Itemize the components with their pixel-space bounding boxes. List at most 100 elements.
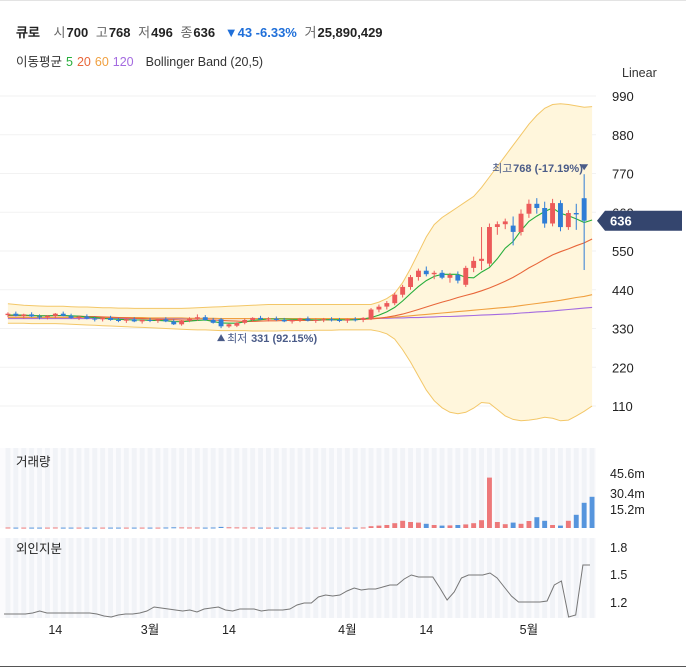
volume-bar bbox=[526, 521, 532, 528]
volume-bar bbox=[5, 527, 11, 529]
candle-body bbox=[518, 213, 524, 232]
volume-slot bbox=[187, 448, 192, 528]
ownership-slot bbox=[447, 538, 453, 618]
ownership-slot bbox=[573, 538, 579, 618]
ownership-slot bbox=[352, 538, 358, 618]
ownership-axis-tick: 1.5 bbox=[610, 568, 627, 582]
high-annotation-label: 최고 bbox=[492, 162, 512, 175]
volume-bar bbox=[502, 524, 508, 528]
volume-bar bbox=[487, 477, 492, 528]
volume-slot bbox=[400, 448, 406, 528]
ownership-slot bbox=[258, 538, 263, 618]
indicator-legend[interactable]: 이동평균 5 20 60 120 Bollinger Band (20,5) bbox=[16, 51, 267, 70]
close-label: 종 bbox=[180, 25, 193, 40]
ma5-label: 5 bbox=[66, 55, 73, 69]
ownership-slot bbox=[439, 538, 445, 618]
candle-body bbox=[210, 320, 216, 323]
candle-body bbox=[52, 313, 58, 316]
ownership-axis-tick: 1.8 bbox=[610, 541, 627, 555]
low-label: 저 bbox=[138, 25, 151, 40]
volume-bar bbox=[123, 527, 129, 529]
volume-slot bbox=[289, 448, 295, 528]
volume-slot bbox=[352, 448, 358, 528]
candle-body bbox=[266, 318, 271, 320]
ownership-slot bbox=[337, 538, 342, 618]
ownership-slot bbox=[455, 538, 461, 618]
ownership-slot bbox=[329, 538, 334, 618]
candle-body bbox=[37, 316, 42, 318]
volume-slot bbox=[273, 448, 279, 528]
volume-bar bbox=[258, 527, 263, 529]
scale-mode-button[interactable]: Linear bbox=[622, 66, 657, 80]
candle-body bbox=[139, 320, 145, 322]
candle-body bbox=[502, 221, 508, 225]
candle-body bbox=[179, 320, 185, 325]
volume-slot bbox=[92, 448, 98, 528]
ownership-slot bbox=[155, 538, 161, 618]
volume-slot bbox=[479, 448, 484, 528]
volume-bar bbox=[68, 527, 74, 529]
price-axis-tick: 330 bbox=[612, 322, 634, 337]
ownership-slot bbox=[21, 538, 27, 618]
volume-bar bbox=[384, 525, 390, 528]
ownership-slot bbox=[384, 538, 390, 618]
open-value: 700 bbox=[66, 25, 89, 40]
ownership-slot bbox=[289, 538, 295, 618]
candle-body bbox=[542, 208, 548, 224]
ownership-slot bbox=[226, 538, 232, 618]
volume-slot bbox=[329, 448, 334, 528]
volume-bar bbox=[360, 527, 366, 529]
volume-slot bbox=[455, 448, 461, 528]
ma-label: 이동평균 bbox=[16, 55, 63, 69]
ownership-slot bbox=[139, 538, 145, 618]
candle-body bbox=[352, 319, 358, 321]
ownership-slot bbox=[250, 538, 256, 618]
candle-body bbox=[329, 319, 334, 321]
volume-slot bbox=[147, 448, 153, 528]
volume-bar bbox=[431, 525, 437, 528]
volume-slot bbox=[242, 448, 248, 528]
volume-bar bbox=[558, 525, 563, 528]
candle-body bbox=[250, 317, 256, 320]
ownership-slot bbox=[13, 538, 19, 618]
volume-slot bbox=[108, 448, 113, 528]
date-axis-tick: 14 bbox=[222, 623, 236, 637]
ownership-line bbox=[4, 564, 590, 618]
ownership-slot bbox=[45, 538, 50, 618]
ownership-slot bbox=[163, 538, 169, 618]
volume-bar bbox=[344, 527, 350, 529]
volume-slot bbox=[266, 448, 271, 528]
volume-bar bbox=[108, 527, 113, 529]
ownership-slot bbox=[502, 538, 508, 618]
volume-slot bbox=[510, 448, 516, 528]
volume-slot bbox=[344, 448, 350, 528]
volume-bar bbox=[226, 527, 232, 529]
ownership-slot bbox=[273, 538, 279, 618]
volume-bar bbox=[92, 527, 98, 529]
candle-body bbox=[360, 317, 366, 320]
ownership-slot bbox=[376, 538, 382, 618]
price-axis-tick: 770 bbox=[612, 167, 634, 182]
candle-body bbox=[218, 319, 224, 327]
volume-slot bbox=[139, 448, 145, 528]
ownership-slot bbox=[123, 538, 129, 618]
candle-body bbox=[392, 294, 398, 304]
volume-slot bbox=[518, 448, 524, 528]
ownership-slot bbox=[92, 538, 98, 618]
volume-bar bbox=[289, 527, 295, 529]
current-price-label: 636 bbox=[610, 214, 632, 229]
open-label: 시 bbox=[53, 25, 66, 40]
low-annotation-label: 최저 bbox=[227, 332, 247, 345]
volume-bar bbox=[329, 527, 334, 529]
candle-body bbox=[526, 203, 532, 214]
candle-body bbox=[21, 314, 27, 316]
candle-body bbox=[581, 198, 587, 221]
volume-bar bbox=[147, 527, 153, 529]
volume-bar bbox=[581, 502, 587, 528]
candle-body bbox=[431, 272, 437, 275]
volume-bar bbox=[234, 527, 240, 529]
ownership-slot bbox=[392, 538, 398, 618]
volume-bar bbox=[155, 527, 161, 529]
ownership-slot bbox=[581, 538, 587, 618]
